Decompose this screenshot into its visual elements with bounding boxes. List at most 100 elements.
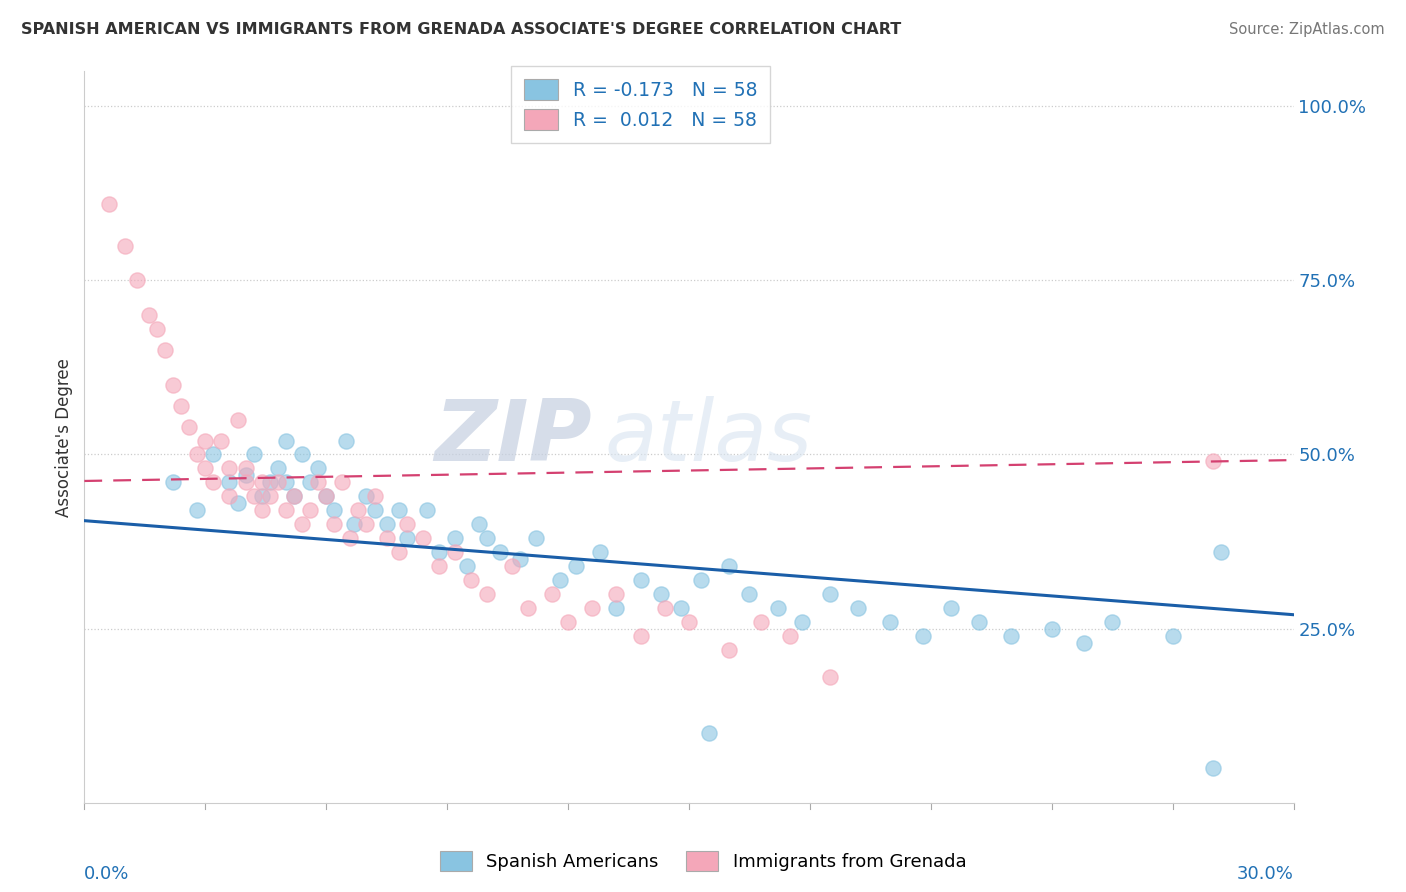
Point (162, 475, 184, 490)
Point (581, 600, 603, 615)
Point (718, 558, 741, 573)
Point (274, 434, 297, 448)
Point (250, 503, 273, 517)
Point (323, 503, 346, 517)
Point (879, 615, 901, 629)
Point (179, 419, 201, 434)
Point (226, 496, 249, 510)
Point (114, 238, 136, 252)
Point (283, 489, 305, 503)
Point (343, 517, 366, 532)
Point (468, 517, 491, 532)
Point (1202, 454, 1225, 468)
Point (299, 503, 322, 517)
Point (138, 308, 160, 322)
Point (509, 552, 531, 566)
Point (1101, 615, 1123, 629)
Point (218, 461, 240, 475)
Point (375, 531, 398, 545)
Point (1000, 629, 1022, 643)
Point (718, 642, 741, 657)
Text: 30.0%: 30.0% (1237, 865, 1294, 883)
Point (330, 475, 353, 490)
Point (235, 461, 257, 475)
Point (323, 517, 346, 532)
Text: atlas: atlas (605, 395, 813, 479)
Point (162, 377, 184, 392)
Point (1040, 622, 1063, 636)
Point (541, 587, 564, 601)
Point (226, 412, 249, 426)
Point (524, 531, 547, 545)
Point (1209, 545, 1232, 559)
Point (186, 448, 208, 462)
Point (427, 545, 450, 559)
Point (291, 517, 314, 532)
Point (548, 573, 571, 587)
Point (335, 434, 357, 448)
Point (779, 629, 801, 643)
Point (356, 517, 378, 532)
Point (235, 475, 257, 490)
Point (388, 503, 411, 517)
Point (477, 587, 499, 601)
Point (259, 489, 281, 503)
Point (1161, 629, 1184, 643)
Point (283, 489, 305, 503)
Text: Source: ZipAtlas.com: Source: ZipAtlas.com (1229, 22, 1385, 37)
Point (170, 399, 193, 413)
Point (356, 489, 378, 503)
Point (315, 489, 337, 503)
Point (315, 489, 337, 503)
Point (444, 545, 467, 559)
Point (939, 600, 962, 615)
Point (307, 475, 329, 490)
Point (250, 475, 273, 490)
Point (267, 461, 290, 475)
Point (1202, 761, 1225, 775)
Point (501, 558, 523, 573)
Point (202, 448, 225, 462)
Point (557, 615, 579, 629)
Point (363, 503, 385, 517)
Y-axis label: Associate's Degree: Associate's Degree (55, 358, 73, 516)
Point (605, 600, 627, 615)
Point (967, 615, 990, 629)
Point (395, 531, 418, 545)
Point (153, 343, 176, 357)
Point (589, 545, 612, 559)
Point (395, 517, 418, 532)
Point (242, 448, 264, 462)
Point (630, 629, 652, 643)
Point (565, 558, 588, 573)
Point (291, 448, 314, 462)
Point (766, 600, 789, 615)
Point (911, 629, 934, 643)
Point (267, 475, 290, 490)
Point (697, 726, 720, 740)
Legend: R = -0.173   N = 58, R =  0.012   N = 58: R = -0.173 N = 58, R = 0.012 N = 58 (510, 66, 770, 143)
Point (456, 558, 478, 573)
Point (209, 434, 232, 448)
Point (678, 615, 700, 629)
Point (488, 545, 510, 559)
Text: ZIP: ZIP (434, 395, 592, 479)
Point (274, 503, 297, 517)
Point (218, 475, 240, 490)
Point (416, 503, 439, 517)
Point (790, 615, 813, 629)
Point (388, 545, 411, 559)
Point (516, 600, 538, 615)
Point (654, 600, 676, 615)
Point (738, 587, 761, 601)
Point (194, 461, 217, 475)
Point (307, 461, 329, 475)
Point (242, 489, 264, 503)
Point (274, 475, 297, 490)
Point (194, 434, 217, 448)
Point (669, 600, 692, 615)
Point (605, 587, 627, 601)
Point (751, 615, 773, 629)
Point (259, 475, 281, 490)
Legend: Spanish Americans, Immigrants from Grenada: Spanish Americans, Immigrants from Grena… (432, 844, 974, 879)
